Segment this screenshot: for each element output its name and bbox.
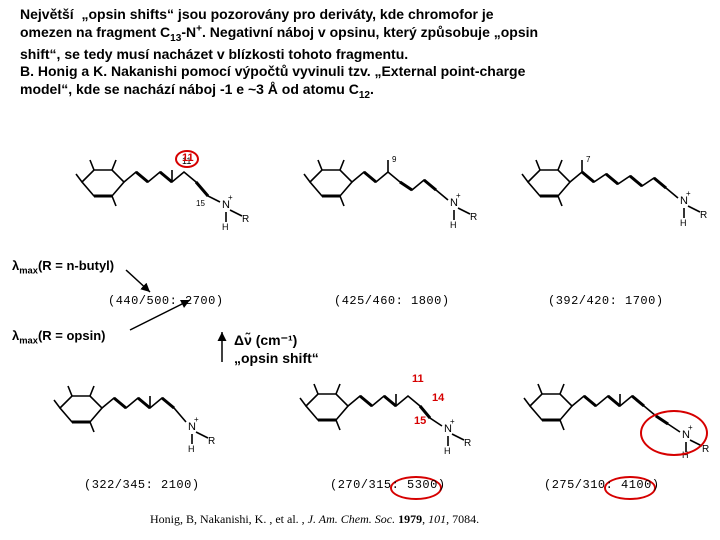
para-line3: shift“, se tedy musí nacházet v blízkost… [20,46,408,62]
svg-text:+: + [228,193,233,202]
svg-text:15: 15 [196,199,205,208]
caption-5: (270/315: 5300) [330,478,446,492]
svg-text:+: + [686,189,691,198]
svg-text:R: R [470,212,477,223]
highlight-ellipse-m6tail [640,410,708,456]
lambda-max-nbutyl: λmax(R = n-butyl) [12,258,114,276]
molecule-3: 7 N + R H [518,152,708,232]
para-line2: omezen na fragment C13-N+. Negativní náb… [20,24,538,40]
svg-text:9: 9 [392,155,397,164]
opsin-shift-label-a: Δν̃ (cm⁻¹) [234,332,297,349]
highlight-ellipse-11 [175,150,199,168]
caption-6: (275/310: 4100) [544,478,660,492]
svg-text:R: R [700,210,707,221]
molecule-4: N + R H [50,378,230,458]
svg-text:R: R [208,436,215,447]
citation-e: , 7084. [446,512,479,526]
opsin-shift-label-b: „opsin shift“ [234,350,319,366]
intro-paragraph: Největší „opsin shifts“ jsou pozorovány … [20,6,710,102]
svg-text:H: H [450,220,457,230]
molecule-5: N + R H [296,372,486,460]
citation-a: Honig, B, Nakanishi, K. , et al. , [150,512,308,526]
svg-text:H: H [188,444,195,454]
molecule-1: 11 N + R H 15 [72,152,252,232]
para-line5: model“, kde se nachází náboj -1 e ~3 Å o… [20,81,374,97]
lambda-max-opsin: λmax(R = opsin) [12,328,105,346]
svg-text:H: H [680,218,687,228]
svg-text:7: 7 [586,155,591,164]
svg-text:H: H [222,222,229,232]
caption-1: (440/500: 2700) [108,294,224,308]
para-line1: Největší „opsin shifts“ jsou pozorovány … [20,6,494,22]
svg-text:+: + [450,417,455,426]
para-line4: B. Honig a K. Nakanishi pomocí výpočtů v… [20,63,525,79]
caption-2: (425/460: 1800) [334,294,450,308]
svg-text:R: R [242,214,249,225]
page-root: Největší „opsin shifts“ jsou pozorovány … [0,0,720,540]
svg-text:H: H [444,446,451,456]
svg-text:+: + [456,191,461,200]
citation-d: 101 [428,512,446,526]
citation: Honig, B, Nakanishi, K. , et al. , J. Am… [150,512,479,527]
caption-3: (392/420: 1700) [548,294,664,308]
citation-c: 1979, [395,512,428,526]
citation-b: J. Am. Chem. Soc. [308,512,395,526]
svg-text:R: R [702,444,709,455]
caption-4: (322/345: 2100) [84,478,200,492]
svg-text:+: + [194,415,199,424]
svg-text:R: R [464,438,471,449]
molecule-2: 9 N + R H [300,152,480,232]
